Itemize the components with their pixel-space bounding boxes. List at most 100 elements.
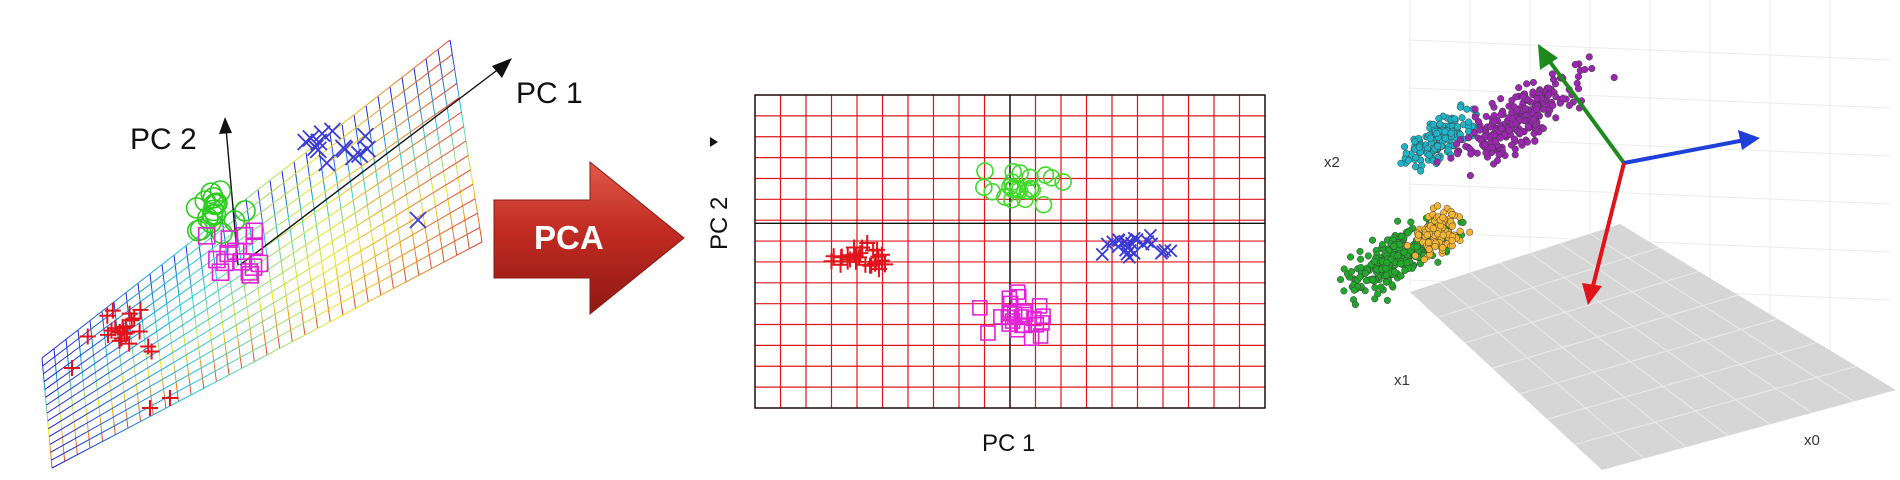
plane-grid-line [51, 241, 483, 469]
scatter-point [1463, 105, 1471, 113]
scatter-point [1350, 286, 1358, 294]
scatter-point [1447, 129, 1455, 137]
scatter-point [1374, 290, 1382, 298]
scatter-point [1411, 163, 1420, 171]
pc2-axis-label: PC 2 [706, 196, 733, 250]
cross-marker [79, 328, 96, 345]
scatter-point [1581, 65, 1589, 74]
scatter-point [1423, 231, 1431, 239]
scatter-point [1383, 259, 1391, 267]
square-marker [1010, 288, 1027, 305]
scatter-point [1444, 146, 1452, 154]
scatter-point [1610, 73, 1618, 82]
x-marker [1120, 247, 1134, 261]
scatter-point [1361, 269, 1369, 277]
plane-grid-line [50, 212, 478, 453]
circle-marker [1054, 173, 1072, 191]
scatter-point [1433, 158, 1441, 166]
scatter-point [1490, 117, 1498, 125]
pc-vector-green-head [1538, 44, 1558, 70]
cross-marker [825, 248, 842, 265]
scatter-point [1515, 84, 1523, 92]
square-marker [1035, 308, 1051, 324]
square-marker [216, 253, 234, 272]
circle-marker [200, 182, 222, 205]
scatter-point [1530, 130, 1538, 138]
square-marker [226, 242, 245, 261]
scatter-point [1429, 120, 1437, 128]
scatter-point [1530, 116, 1538, 124]
axis-marker-icon [710, 137, 718, 147]
floor-grid-line [1529, 252, 1771, 425]
square-marker [1009, 284, 1026, 300]
scatter-point [1356, 273, 1364, 281]
square-marker [1031, 298, 1048, 314]
scatter-point [1336, 276, 1345, 284]
projection-plane [41, 39, 483, 469]
pca-arrow-label: PCA [534, 219, 604, 256]
pc-vector-red-head [1582, 283, 1602, 305]
scatter-point [1377, 283, 1385, 291]
scatter-point [1571, 61, 1579, 69]
scatter-point [1510, 135, 1518, 143]
plane-grid-line [49, 198, 476, 445]
cross-marker [64, 360, 80, 376]
pc2-arrowhead [219, 117, 232, 134]
scatter-point [1404, 229, 1412, 237]
scatter-point [1434, 142, 1442, 150]
plane-grid-line [43, 82, 458, 382]
scatter-point [1448, 210, 1456, 219]
scatter-point [1458, 114, 1466, 122]
scatter-point [1454, 150, 1462, 158]
scatter-point [1431, 242, 1439, 251]
square-marker [1006, 306, 1023, 322]
scatter-point [1452, 140, 1461, 148]
scatter-point [1378, 241, 1386, 249]
cross-marker [863, 257, 880, 274]
square-marker [972, 300, 988, 316]
scatter-point [1511, 145, 1519, 153]
scatter-point [1340, 265, 1348, 273]
square-marker [250, 254, 269, 273]
scatter-point [1401, 266, 1409, 274]
scatter-point [1539, 124, 1547, 132]
scatter-point [1405, 156, 1413, 164]
scatter-3d-figure [1336, 0, 1896, 470]
cross-marker [842, 251, 859, 268]
scatter-point [1425, 151, 1433, 159]
x2-axis-label: x2 [1324, 154, 1340, 171]
wall-grid-line [1409, 231, 1891, 253]
scatter-point [1523, 138, 1531, 146]
pca-arrow: PCA [490, 0, 690, 480]
scatter-point [1532, 105, 1541, 113]
circle-marker [1004, 163, 1022, 181]
pc-vector-blue [1623, 138, 1746, 165]
circle-marker [189, 218, 212, 241]
wall-grid-line [1409, 87, 1891, 109]
wall-grid-line [1409, 183, 1891, 205]
scatter-point [1488, 144, 1496, 152]
x-marker [313, 125, 331, 143]
scatter-point [1402, 149, 1410, 157]
scatter-point [1522, 105, 1530, 113]
scatter-point [1427, 134, 1435, 142]
x0-axis-label: x0 [1804, 432, 1820, 449]
scatter-point [1539, 105, 1547, 113]
square-marker [245, 237, 264, 255]
square-marker [1016, 304, 1032, 320]
scatter-point [1574, 85, 1583, 93]
x-marker [323, 122, 342, 140]
scatter-point [1471, 113, 1479, 121]
scatter-point [1346, 253, 1355, 261]
scatter-point [1456, 103, 1464, 111]
wall-grid-line [1409, 39, 1891, 61]
x-marker [409, 211, 427, 229]
scatter-point [1513, 106, 1521, 114]
floor-grid-line [1492, 294, 1739, 369]
circle-marker [1034, 195, 1053, 214]
plane-grid-line [46, 140, 467, 414]
scatter-point [1434, 258, 1442, 266]
floor-grid-line [1499, 262, 1729, 437]
floor-grid-line [1464, 270, 1700, 344]
scatter-point [1407, 218, 1415, 226]
